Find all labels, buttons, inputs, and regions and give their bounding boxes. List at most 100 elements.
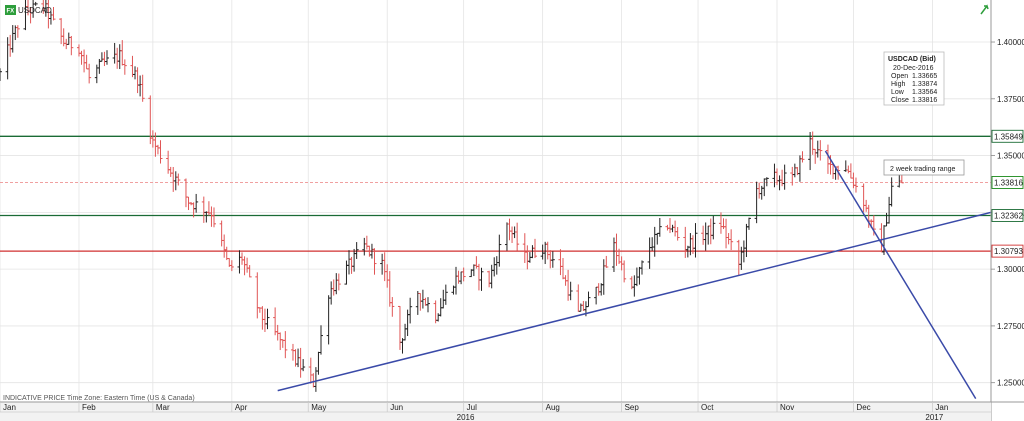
y-tick-label: 1.35000	[997, 152, 1024, 161]
ohlc-bar	[176, 173, 181, 186]
trendlines[interactable]	[277, 150, 991, 399]
y-tick-label: 1.30000	[997, 265, 1024, 274]
ohlc-bar	[604, 255, 609, 268]
y-axis: 1.400001.375001.350001.325001.300001.275…	[991, 38, 1024, 388]
level-label-box	[991, 176, 1024, 189]
x-month-label: Jun	[390, 403, 403, 412]
ohlc-bar	[247, 265, 252, 278]
ohlc-bar	[301, 359, 306, 372]
x-month-label: Nov	[780, 403, 794, 412]
ohlc-bar	[853, 177, 858, 193]
ohlc-bar	[568, 281, 573, 301]
chart-settings-icon[interactable]	[980, 4, 989, 15]
ohlc-bar	[87, 63, 92, 84]
y-tick-label: 1.37500	[997, 95, 1024, 104]
y-tick-label: 1.25000	[997, 379, 1024, 388]
ohlc-bar	[764, 177, 769, 187]
x-axis: Jan Feb Mar Apr May Jun Jul Aug Sep Oct Nov Dec Jan2…	[0, 402, 948, 421]
ohlc-bar	[229, 260, 234, 272]
fx-badge-text: FX	[7, 9, 15, 15]
ohlc-bar	[140, 74, 145, 102]
ohlc-bar	[675, 226, 680, 241]
ohlc-bar	[390, 297, 395, 317]
x-month-label: Jan	[935, 403, 948, 412]
info-title: USDCAD (Bid)	[888, 56, 936, 63]
level-label-box	[991, 244, 1024, 258]
ohlc-bar	[69, 35, 74, 56]
ohlc-bar	[122, 59, 127, 75]
ohlc-bar	[622, 260, 627, 283]
ohlc-bar	[532, 238, 537, 259]
level-label-box	[991, 129, 1024, 143]
level-label: 1.35849	[994, 132, 1023, 141]
x-month-label: Apr	[235, 403, 248, 412]
level-label: 1.32362	[994, 211, 1023, 220]
info-close-label: Close	[891, 97, 909, 104]
ohlc-bar	[746, 217, 751, 230]
annotation-text: 2 week trading range	[890, 166, 955, 173]
ohlc-info-box: USDCAD (Bid) 20-Dec-2016 Open 1.33665 Hi…	[883, 51, 945, 106]
x-month-label: Feb	[82, 403, 96, 412]
ohlc-bar	[408, 297, 413, 324]
ohlc-bar	[318, 325, 323, 355]
ohlc-bar	[479, 267, 484, 291]
ohlc-bar	[586, 291, 591, 308]
ohlc-bar	[425, 297, 430, 313]
ohlc-bar	[51, 7, 56, 21]
info-open-label: Open	[891, 73, 908, 80]
ohlc-bar	[639, 260, 644, 275]
ohlc-bar	[443, 284, 448, 305]
level-label: 1.33816	[994, 178, 1023, 187]
ohlc-bar	[693, 223, 698, 258]
y-tick-label: 1.27500	[997, 322, 1024, 331]
ohlc-bar	[550, 251, 555, 268]
y-tick-label: 1.40000	[997, 38, 1024, 47]
ohlc-bar	[194, 193, 199, 213]
ohlc-bar	[372, 248, 377, 275]
x-month-label: Mar	[156, 403, 170, 412]
plot-background	[0, 0, 991, 402]
ohlc-bar	[336, 273, 341, 291]
ohlc-bar	[104, 50, 109, 65]
ohlc-bar	[899, 174, 904, 184]
ohlc-bar	[0, 68, 2, 81]
ohlc-bar	[711, 215, 716, 240]
info-date: 20-Dec-2016	[893, 65, 934, 72]
trendline[interactable]	[277, 211, 991, 392]
ohlc-bar	[800, 151, 805, 163]
info-low-label: Low	[891, 89, 905, 96]
x-year-label: 2016	[457, 413, 475, 421]
fx-badge	[5, 5, 16, 15]
ohlc-bar	[265, 308, 270, 330]
indicative-price-note: INDICATIVE PRICE Time Zone: Eastern Time…	[3, 395, 195, 402]
ohlc-bar	[515, 222, 520, 251]
ohlc-bar	[889, 177, 894, 207]
symbol-label: USDCAD	[18, 6, 52, 15]
x-month-label: Jul	[467, 403, 477, 412]
grid-lines	[0, 0, 991, 402]
ohlc-bar	[15, 25, 20, 38]
info-open-value: 1.33665	[912, 73, 937, 80]
horizontal-levels	[0, 135, 991, 252]
ohlc-bar	[782, 164, 787, 190]
ohlc-bar	[497, 234, 502, 267]
ohlc-bar	[33, 1, 38, 6]
info-low-value: 1.33564	[912, 89, 937, 96]
x-month-label: Oct	[701, 403, 714, 412]
info-high-value: 1.33874	[912, 81, 937, 88]
ohlc-bars	[0, 0, 904, 392]
ohlc-bar	[283, 331, 288, 359]
x-year-label: 2017	[925, 413, 943, 421]
ohlc-bar	[729, 229, 734, 251]
ohlc-bar	[657, 217, 662, 237]
trendline[interactable]	[824, 150, 977, 399]
x-month-label: Aug	[546, 403, 560, 412]
trading-range-annotation: 2 week trading range	[883, 159, 965, 176]
ohlc-bar	[461, 267, 466, 282]
x-month-label: Sep	[625, 403, 640, 412]
x-month-label: Dec	[856, 403, 870, 412]
ohlc-bar	[818, 140, 823, 161]
level-label-box	[991, 209, 1024, 222]
